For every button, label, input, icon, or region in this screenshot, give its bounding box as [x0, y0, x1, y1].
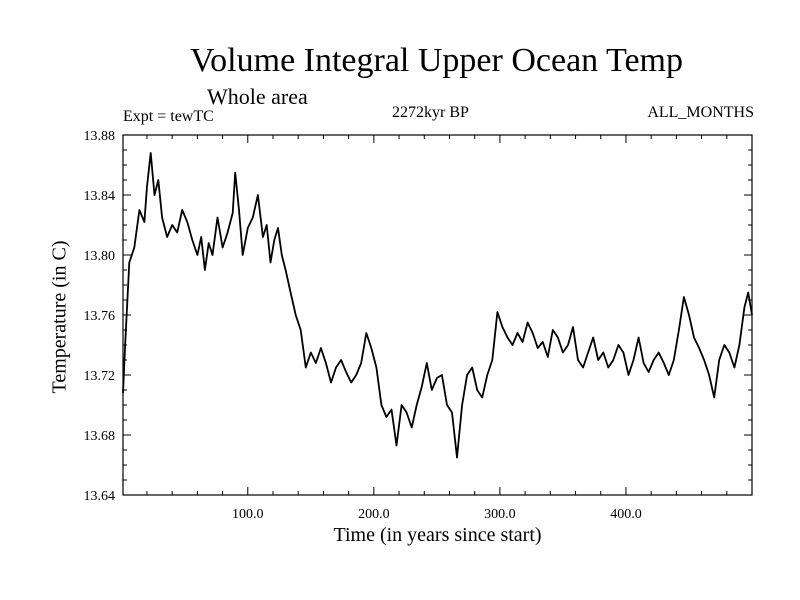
x-tick-label: 400.0 [610, 507, 642, 522]
chart-title: Volume Integral Upper Ocean Temp [190, 42, 683, 79]
months-label: ALL_MONTHS [647, 104, 754, 121]
axis-ticks [123, 134, 752, 496]
y-tick-label: 13.64 [84, 489, 116, 504]
chart-subtitle: Whole area [207, 84, 308, 109]
y-tick-label: 13.80 [84, 249, 116, 264]
y-tick-label: 13.88 [84, 129, 116, 144]
series-line [122, 152, 753, 459]
y-tick-label: 13.84 [84, 189, 116, 204]
y-tick-label: 13.68 [84, 429, 116, 444]
x-tick-label: 100.0 [232, 507, 264, 522]
experiment-label: Expt = tewTC [123, 108, 214, 125]
axis-tick-labels: 100.0 200.0 300.0 400.0 13.64 13.68 13.72 13.76… [84, 129, 642, 522]
y-tick-label: 13.72 [84, 369, 116, 384]
period-label: 2272kyr BP [392, 104, 469, 121]
x-tick-label: 200.0 [358, 507, 390, 522]
y-tick-label: 13.76 [84, 309, 116, 324]
x-tick-label: 300.0 [484, 507, 516, 522]
plot-frame [122, 134, 753, 496]
series-layer [122, 152, 753, 459]
x-axis-label: Time (in years since start) [333, 524, 542, 546]
